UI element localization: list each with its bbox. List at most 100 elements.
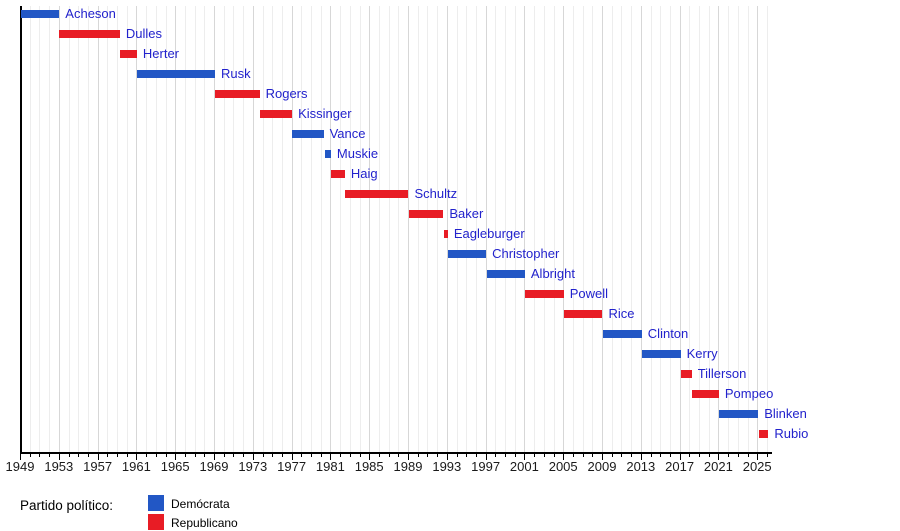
axis-tick-minor bbox=[398, 453, 400, 457]
gridline-minor bbox=[534, 6, 536, 452]
gridline-minor bbox=[117, 6, 118, 452]
axis-tick-major bbox=[485, 453, 487, 460]
gridline-minor bbox=[223, 6, 225, 452]
gridline-major bbox=[97, 6, 99, 452]
axis-tick-major bbox=[97, 453, 99, 460]
axis-tick-label: 2001 bbox=[509, 459, 539, 474]
gridline-minor bbox=[592, 6, 594, 452]
axis-tick-minor bbox=[155, 453, 157, 457]
term-bar-haig bbox=[331, 170, 345, 178]
gridline-minor bbox=[68, 6, 70, 452]
axis-tick-minor bbox=[68, 453, 70, 457]
gridline-minor bbox=[29, 6, 31, 452]
axis-tick-major bbox=[58, 453, 60, 460]
x-axis-line bbox=[20, 452, 772, 454]
axis-tick-label: 1973 bbox=[238, 459, 268, 474]
gridline-major bbox=[524, 6, 526, 452]
axis-tick-minor bbox=[437, 453, 439, 457]
axis-tick-major bbox=[602, 453, 603, 460]
axis-tick-minor bbox=[311, 453, 312, 457]
axis-tick-label: 1997 bbox=[471, 459, 501, 474]
gridline-minor bbox=[349, 6, 351, 452]
term-bar-pompeo bbox=[692, 390, 719, 398]
axis-tick-label: 1953 bbox=[44, 459, 74, 474]
axis-tick-minor bbox=[592, 453, 594, 457]
axis-tick-minor bbox=[39, 453, 41, 457]
gridline-minor bbox=[699, 6, 700, 452]
gridline-minor bbox=[398, 6, 400, 452]
axis-tick-minor bbox=[107, 453, 109, 457]
term-bar-rice bbox=[564, 310, 603, 318]
term-bar-baker bbox=[409, 210, 444, 218]
term-label-acheson: Acheson bbox=[65, 6, 116, 21]
gridline-minor bbox=[272, 6, 274, 452]
axis-tick-major bbox=[563, 453, 565, 460]
axis-tick-minor bbox=[505, 453, 506, 457]
axis-tick-minor bbox=[766, 453, 768, 457]
gridline-minor bbox=[378, 6, 380, 452]
term-label-tillerson: Tillerson bbox=[697, 366, 747, 381]
gridline-minor bbox=[301, 6, 303, 452]
axis-tick-label: 1977 bbox=[277, 459, 307, 474]
term-bar-albright bbox=[486, 270, 525, 278]
axis-tick-minor bbox=[631, 453, 633, 457]
gridline-minor bbox=[340, 6, 342, 452]
gridline-minor bbox=[582, 6, 584, 452]
axis-tick-major bbox=[330, 453, 332, 460]
term-bar-tillerson bbox=[680, 370, 692, 378]
gridline-minor bbox=[728, 6, 730, 452]
axis-tick-minor bbox=[126, 453, 128, 457]
term-bar-rusk bbox=[136, 70, 215, 78]
term-bar-powell bbox=[525, 290, 564, 298]
term-bar-christopher bbox=[447, 250, 487, 258]
term-bar-blinken bbox=[719, 410, 759, 418]
axis-tick-minor bbox=[340, 453, 342, 457]
axis-tick-major bbox=[252, 453, 254, 460]
axis-tick-major bbox=[446, 453, 448, 460]
term-label-kerry: Kerry bbox=[686, 346, 718, 361]
gridline-minor bbox=[388, 6, 390, 452]
axis-tick-minor bbox=[650, 453, 652, 457]
axis-tick-label: 2005 bbox=[548, 459, 578, 474]
axis-tick-minor bbox=[747, 453, 749, 457]
gridline-minor bbox=[359, 6, 361, 452]
gridline-minor bbox=[505, 6, 506, 452]
gridline-major bbox=[214, 6, 215, 452]
gridline-major bbox=[446, 6, 448, 452]
axis-tick-minor bbox=[669, 453, 671, 457]
term-label-eagleburger: Eagleburger bbox=[453, 226, 525, 241]
axis-tick-major bbox=[20, 453, 21, 460]
gridline-minor bbox=[437, 6, 439, 452]
legend: Partido político: Demócrata Republicano bbox=[0, 490, 900, 531]
term-bar-schultz bbox=[345, 190, 409, 198]
legend-title: Partido político: bbox=[20, 498, 114, 513]
gridline-minor bbox=[621, 6, 623, 452]
gridline-minor bbox=[233, 6, 235, 452]
term-label-rogers: Rogers bbox=[265, 86, 308, 101]
gridline-minor bbox=[475, 6, 477, 452]
legend-label-republicano: Republicano bbox=[171, 516, 238, 530]
axis-tick-minor bbox=[301, 453, 303, 457]
gridline-major bbox=[136, 6, 138, 452]
axis-tick-minor bbox=[378, 453, 380, 457]
axis-tick-minor bbox=[194, 453, 196, 457]
gridline-major bbox=[252, 6, 254, 452]
gridline-major bbox=[408, 6, 409, 452]
gridline-minor bbox=[184, 6, 186, 452]
axis-tick-minor bbox=[553, 453, 555, 457]
gridline-minor bbox=[320, 6, 322, 452]
axis-tick-minor bbox=[243, 453, 245, 457]
term-bar-herter bbox=[119, 50, 137, 58]
gridline-major bbox=[175, 6, 177, 452]
axis-tick-label: 2013 bbox=[626, 459, 656, 474]
gridline-major bbox=[718, 6, 720, 452]
gridline-minor bbox=[39, 6, 41, 452]
legend-swatch-republicano bbox=[148, 514, 164, 530]
gridline-minor bbox=[747, 6, 749, 452]
axis-tick-label: 2017 bbox=[665, 459, 695, 474]
term-bar-eagleburger bbox=[443, 230, 448, 238]
term-bar-dulles bbox=[59, 30, 120, 38]
gridline-minor bbox=[49, 6, 51, 452]
gridline-minor bbox=[427, 6, 429, 452]
term-bar-muskie bbox=[324, 150, 331, 158]
